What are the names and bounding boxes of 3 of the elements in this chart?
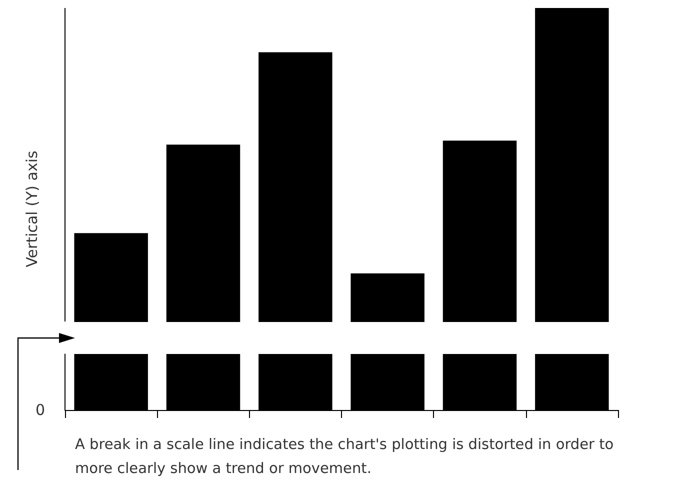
text: A break in a scale line indicates the chart's plotting is distorted in order to more clearly show a trend or movement.: [75, 437, 618, 477]
y-axis-title: Vertical (Y) axis: [23, 150, 41, 268]
text: 0: [35, 401, 45, 419]
